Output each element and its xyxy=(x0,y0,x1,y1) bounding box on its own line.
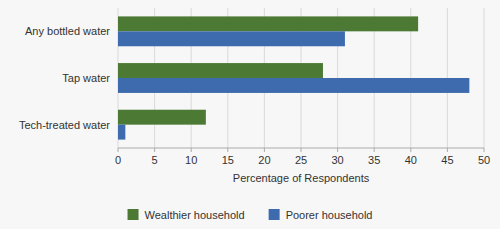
x-tick-label: 10 xyxy=(185,154,197,166)
x-tick-label: 30 xyxy=(331,154,343,166)
bars xyxy=(118,16,469,139)
y-tick-label: Tap water xyxy=(62,72,110,84)
y-tick-label: Any bottled water xyxy=(25,25,110,37)
tick-mark xyxy=(337,148,338,152)
grid-line xyxy=(484,8,485,148)
tick-mark xyxy=(191,148,192,152)
tick-mark xyxy=(447,148,448,152)
x-tick-label: 25 xyxy=(295,154,307,166)
x-tick-label: 50 xyxy=(478,154,490,166)
x-axis-line xyxy=(118,148,484,149)
legend-swatch xyxy=(269,209,280,220)
x-tick-label: 5 xyxy=(152,154,158,166)
tick-mark xyxy=(118,148,119,152)
legend-label: Wealthier household xyxy=(145,209,245,221)
bar xyxy=(118,125,125,140)
bar xyxy=(118,78,469,93)
legend-label: Poorer household xyxy=(286,209,373,221)
x-tick-label: 45 xyxy=(441,154,453,166)
bar xyxy=(118,16,418,31)
x-tick-label: 15 xyxy=(222,154,234,166)
tick-mark xyxy=(484,148,485,152)
x-tick-label: 20 xyxy=(258,154,270,166)
tick-mark xyxy=(227,148,228,152)
tick-mark xyxy=(410,148,411,152)
legend: Wealthier household Poorer household xyxy=(128,209,373,221)
x-tick-label: 0 xyxy=(115,154,121,166)
page: {"chart_data": {"type": "bar", "orientat… xyxy=(0,0,500,229)
legend-item: Poorer household xyxy=(269,209,373,221)
chart-svg: 0 5 10 15 20 25 30 35 40 45 50 Any bottled water Tap… xyxy=(0,0,500,229)
x-tick-label: 35 xyxy=(368,154,380,166)
tick-mark xyxy=(374,148,375,152)
x-tick-label: 40 xyxy=(405,154,417,166)
legend-item: Wealthier household xyxy=(128,209,245,221)
grid: 0 5 10 15 20 25 30 35 40 45 50 xyxy=(115,8,490,166)
x-axis-label: Percentage of Respondents xyxy=(233,172,370,184)
tick-mark xyxy=(264,148,265,152)
chart-container: 0 5 10 15 20 25 30 35 40 45 50 Any bottled water Tap… xyxy=(0,0,500,229)
bar xyxy=(118,31,345,46)
tick-mark xyxy=(154,148,155,152)
legend-swatch xyxy=(128,209,139,220)
bar xyxy=(118,110,206,125)
background xyxy=(0,0,500,229)
tick-mark xyxy=(301,148,302,152)
y-tick-label: Tech-treated water xyxy=(19,119,110,131)
bar xyxy=(118,63,323,78)
